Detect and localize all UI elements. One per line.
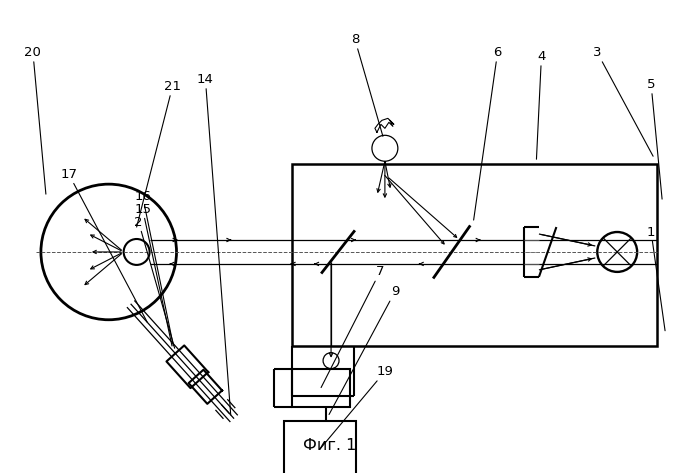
Text: 21: 21 xyxy=(136,80,181,227)
Text: 5: 5 xyxy=(647,78,662,199)
Text: 3: 3 xyxy=(593,46,653,156)
Text: 2: 2 xyxy=(134,216,175,348)
Bar xyxy=(292,164,657,346)
Bar xyxy=(284,421,356,474)
Text: 9: 9 xyxy=(329,285,399,414)
Text: 17: 17 xyxy=(60,168,147,322)
Text: 15: 15 xyxy=(134,202,172,346)
Text: Фиг. 1: Фиг. 1 xyxy=(303,438,356,453)
Text: 7: 7 xyxy=(321,265,384,388)
Text: 4: 4 xyxy=(536,50,546,159)
Bar xyxy=(292,369,350,407)
Text: 1: 1 xyxy=(647,226,665,331)
Text: 16: 16 xyxy=(134,190,173,346)
Text: 19: 19 xyxy=(320,365,394,449)
Text: 20: 20 xyxy=(24,46,46,194)
Text: 6: 6 xyxy=(474,46,502,220)
Text: 8: 8 xyxy=(351,33,383,137)
Text: 14: 14 xyxy=(197,73,231,415)
